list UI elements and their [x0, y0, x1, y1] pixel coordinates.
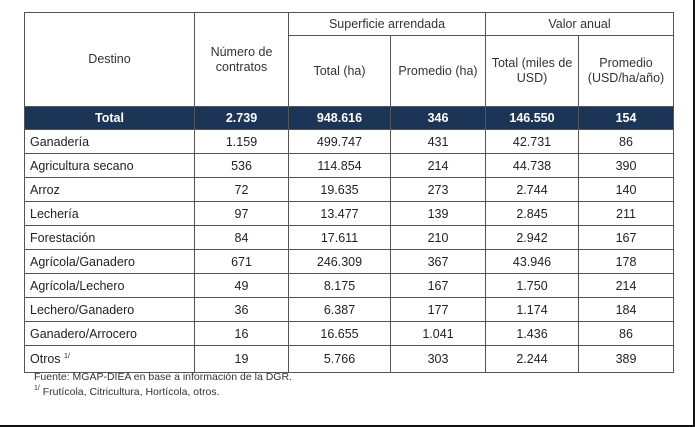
cell: 140 — [578, 177, 674, 202]
cell: 72 — [194, 177, 289, 202]
header-superficie: Superficie arrendada — [288, 12, 486, 36]
cell: 367 — [390, 249, 486, 274]
footnote: 1/ Frutícola, Citricultura, Hortícola, o… — [34, 385, 220, 398]
table-row: Agrícola/Ganadero 671 246.309 367 43.946 178 — [24, 249, 674, 274]
row-label: Forestación — [24, 225, 195, 250]
header-val-total: Total (miles de USD) — [485, 35, 579, 107]
row-label: Agrícola/Lechero — [24, 273, 195, 298]
cell: 2.739 — [194, 106, 289, 130]
cell: 1.159 — [194, 129, 289, 154]
cell: 146.550 — [485, 106, 579, 130]
table-row: Lechería 97 13.477 139 2.845 211 — [24, 201, 674, 226]
cell: 177 — [390, 297, 486, 322]
row-label: Otros 1/ — [24, 345, 195, 373]
table-row: Ganadero/Arrocero 16 16.655 1.041 1.436 86 — [24, 321, 674, 346]
cell: 43.946 — [485, 249, 579, 274]
header-sup-total: Total (ha) — [288, 35, 391, 107]
cell: 210 — [390, 225, 486, 250]
cell: 431 — [390, 129, 486, 154]
table-row: Otros 1/19 5.766 303 2.244 389 — [24, 345, 674, 373]
cell: 5.766 — [288, 345, 391, 373]
cell: 86 — [578, 129, 674, 154]
cell: 16.655 — [288, 321, 391, 346]
cell: 167 — [578, 225, 674, 250]
cell: 948.616 — [288, 106, 391, 130]
cell: 36 — [194, 297, 289, 322]
table-row: Forestación 84 17.611 210 2.942 167 — [24, 225, 674, 250]
row-label: Arroz — [24, 177, 195, 202]
cell: 303 — [390, 345, 486, 373]
table-row: Agrícola/Lechero 49 8.175 167 1.750 214 — [24, 273, 674, 298]
cell: 499.747 — [288, 129, 391, 154]
cell: 1.436 — [485, 321, 579, 346]
cell: 6.387 — [288, 297, 391, 322]
cell: 19 — [194, 345, 289, 373]
cell: 167 — [390, 273, 486, 298]
cell: 17.611 — [288, 225, 391, 250]
header-valor: Valor anual — [485, 12, 674, 36]
cell: 671 — [194, 249, 289, 274]
footnote-text: Frutícola, Citricultura, Hortícola, otro… — [42, 386, 220, 398]
header-destino: Destino — [24, 12, 195, 107]
cell: 139 — [390, 201, 486, 226]
footnote-mark: 1/ — [34, 385, 40, 392]
table-row: Ganadería 1.159 499.747 431 42.731 86 — [24, 129, 674, 154]
cell: 184 — [578, 297, 674, 322]
cell: 1.041 — [390, 321, 486, 346]
total-label: Total — [24, 106, 195, 130]
cell: 390 — [578, 153, 674, 178]
header-val-prom: Promedio (USD/ha/año) — [578, 35, 674, 107]
footnote-mark: 1/ — [64, 353, 70, 360]
cell: 211 — [578, 201, 674, 226]
header-numero: Número de contratos — [194, 12, 289, 107]
table-row: Agricultura secano 536 114.854 214 44.738 390 — [24, 153, 674, 178]
cell: 8.175 — [288, 273, 391, 298]
header-sup-prom: Promedio (ha) — [390, 35, 486, 107]
cell: 86 — [578, 321, 674, 346]
cell: 2.942 — [485, 225, 579, 250]
cell: 44.738 — [485, 153, 579, 178]
source-note: Fuente: MGAP-DIEA en base a información … — [34, 371, 292, 383]
cell: 1.174 — [485, 297, 579, 322]
cell: 2.845 — [485, 201, 579, 226]
cell: 178 — [578, 249, 674, 274]
row-label: Ganadero/Arrocero — [24, 321, 195, 346]
row-label: Ganadería — [24, 129, 195, 154]
cell: 16 — [194, 321, 289, 346]
cell: 97 — [194, 201, 289, 226]
cell: 2.244 — [485, 345, 579, 373]
table-row: Arroz 72 19.635 273 2.744 140 — [24, 177, 674, 202]
cell: 346 — [390, 106, 486, 130]
row-label: Lechero/Ganadero — [24, 297, 195, 322]
total-row: Total 2.739 948.616 346 146.550 154 — [24, 106, 674, 130]
table-row: Lechero/Ganadero 36 6.387 177 1.174 184 — [24, 297, 674, 322]
cell: 246.309 — [288, 249, 391, 274]
cell: 1.750 — [485, 273, 579, 298]
cell: 214 — [390, 153, 486, 178]
cell: 114.854 — [288, 153, 391, 178]
cell: 389 — [578, 345, 674, 373]
leases-table: Destino Número de contratos Superficie a… — [24, 12, 674, 373]
row-label: Lechería — [24, 201, 195, 226]
cell: 536 — [194, 153, 289, 178]
cell: 214 — [578, 273, 674, 298]
cell: 154 — [578, 106, 674, 130]
cell: 49 — [194, 273, 289, 298]
cell: 13.477 — [288, 201, 391, 226]
cell: 2.744 — [485, 177, 579, 202]
cell: 84 — [194, 225, 289, 250]
row-label: Agrícola/Ganadero — [24, 249, 195, 274]
row-label: Agricultura secano — [24, 153, 195, 178]
cell: 19.635 — [288, 177, 391, 202]
cell: 273 — [390, 177, 486, 202]
cell: 42.731 — [485, 129, 579, 154]
